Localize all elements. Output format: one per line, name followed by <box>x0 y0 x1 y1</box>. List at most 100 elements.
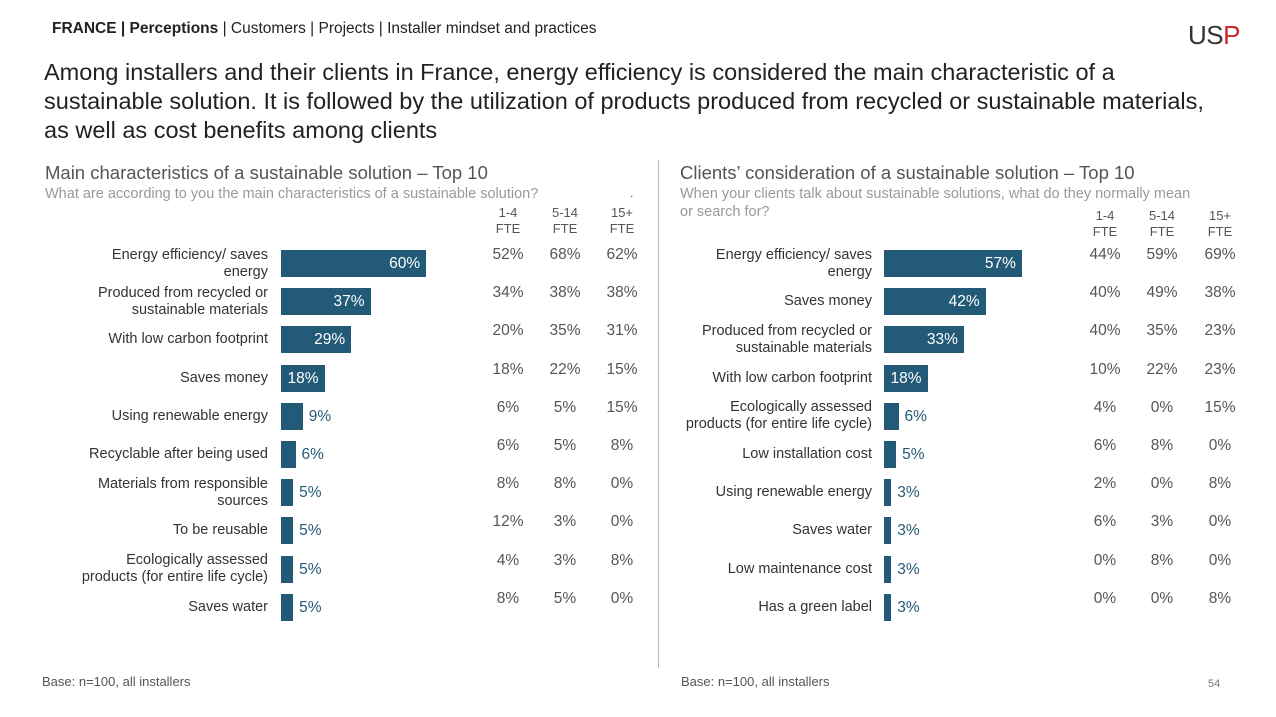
base-note: Base: n=100, all installers <box>681 674 830 689</box>
breakdown-value: 0% <box>1093 551 1117 569</box>
breakdown-value: 35% <box>549 322 581 340</box>
breakdown-value: 10% <box>1089 360 1121 378</box>
page-headline: Among installers and their clients in Fr… <box>44 59 1204 143</box>
breakdown-value: 8% <box>1208 589 1232 607</box>
bar-value-label: 6% <box>301 446 324 463</box>
breakdown-value: 3% <box>553 551 577 569</box>
bar <box>884 250 1022 277</box>
breakdown-value: 8% <box>1208 475 1232 493</box>
breakdown-value: 0% <box>1150 475 1174 493</box>
category-label: Energy efficiency/ saves energy <box>111 246 268 280</box>
breakdown-value: 8% <box>496 589 520 607</box>
breakdown-value: 0% <box>610 513 634 531</box>
breakdown-value: 8% <box>610 551 634 569</box>
chart-panel-installers: Main characteristics of a sustainable so… <box>45 162 605 203</box>
chart-subtitle: What are according to you the main chara… <box>45 186 539 202</box>
category-label: Low maintenance cost <box>727 560 872 577</box>
breakdown-value: 38% <box>606 284 638 302</box>
bar <box>281 555 294 583</box>
breakdown-value: 49% <box>1146 284 1178 302</box>
bar-value-label: 5% <box>299 522 322 540</box>
breakdown-value: 6% <box>1093 513 1117 531</box>
column-header: 1-4 FTE <box>483 205 533 237</box>
bar-value-label: 3% <box>897 560 920 578</box>
breakdown-value: 5% <box>553 398 577 416</box>
bar-value-label: 3% <box>897 484 920 502</box>
category-label: Saves money <box>784 293 872 310</box>
column-header: 15+ FTE <box>1195 208 1245 240</box>
bar <box>281 364 325 392</box>
breakdown-value: 38% <box>1204 284 1236 302</box>
category-label: Produced from recycled or sustainable ma… <box>97 284 268 318</box>
chart-title: Main characteristics of a sustainable so… <box>45 162 488 183</box>
breadcrumb-country[interactable]: FRANCE <box>52 20 117 37</box>
breakdown-value: 15% <box>606 398 638 416</box>
bar-value-label: 18% <box>890 369 922 387</box>
breakdown-value: 0% <box>1208 551 1232 569</box>
breakdown-value: 38% <box>549 284 581 302</box>
breadcrumb: FRANCE | Perceptions | Customers | Proje… <box>52 20 596 38</box>
breakdown-value: 3% <box>1150 513 1174 531</box>
breakdown-value: 8% <box>1150 551 1174 569</box>
bar <box>884 288 986 316</box>
bar <box>281 517 294 545</box>
breakdown-value: 3% <box>553 513 577 531</box>
breadcrumb-rest[interactable]: | Customers | Projects | Installer minds… <box>218 20 597 37</box>
category-label: With low carbon footprint <box>108 331 268 348</box>
column-header: 5-14 FTE <box>540 205 590 237</box>
breakdown-value: 15% <box>606 360 638 378</box>
bar-value-label: 33% <box>926 331 958 349</box>
bar <box>884 517 892 545</box>
category-label: Using renewable energy <box>111 407 268 424</box>
bar <box>884 441 897 468</box>
breakdown-value: 34% <box>492 284 524 302</box>
breakdown-value: 0% <box>610 475 634 493</box>
breakdown-value: 20% <box>492 322 524 340</box>
logo-text-accent: P <box>1223 20 1240 50</box>
breakdown-value: 0% <box>1208 513 1232 531</box>
breakdown-value: 22% <box>549 360 581 378</box>
logo-text: US <box>1188 20 1224 50</box>
breakdown-value: 59% <box>1146 246 1178 263</box>
column-header: 15+ FTE <box>597 205 647 237</box>
breadcrumb-current[interactable]: Perceptions <box>129 20 219 37</box>
breadcrumb-separator: | <box>116 20 130 37</box>
bar <box>281 288 371 316</box>
breakdown-value: 62% <box>606 246 638 263</box>
breakdown-value: 52% <box>492 246 524 263</box>
column-header-size: 1-4 <box>498 205 518 220</box>
breakdown-value: 23% <box>1204 360 1236 378</box>
bar <box>884 555 892 583</box>
breakdown-value: 44% <box>1089 246 1121 263</box>
bar-value-label: 60% <box>389 255 421 272</box>
category-label: Ecologically assessed products (for enti… <box>685 399 872 433</box>
breakdown-value: 6% <box>496 437 520 454</box>
base-note: Base: n=100, all installers <box>42 674 191 689</box>
bar <box>281 326 352 354</box>
category-label: Low installation cost <box>742 446 872 462</box>
breakdown-value: 5% <box>553 589 577 607</box>
column-header-size: 15+ <box>610 205 634 220</box>
bar <box>884 364 928 392</box>
bar-value-label: 57% <box>984 255 1016 272</box>
stray-mark: . <box>630 186 634 200</box>
column-header-size: 15+ <box>1208 208 1232 223</box>
usp-logo: USP <box>1188 20 1240 51</box>
category-label: With low carbon footprint <box>712 369 872 386</box>
breakdown-value: 0% <box>1208 437 1232 454</box>
breakdown-value: 68% <box>549 246 581 263</box>
bar <box>884 593 892 621</box>
column-header-unit: FTE <box>1149 224 1175 239</box>
breakdown-value: 0% <box>610 589 634 607</box>
column-header-unit: FTE <box>495 221 521 236</box>
chart-panel-clients: Clients’ consideration of a sustainable … <box>680 162 1205 221</box>
category-label: Produced from recycled or sustainable ma… <box>701 322 872 356</box>
column-header-unit: FTE <box>552 221 578 236</box>
bar-value-label: 6% <box>904 407 927 425</box>
bar <box>884 479 892 507</box>
breakdown-value: 4% <box>1093 398 1117 416</box>
breakdown-value: 40% <box>1089 322 1121 340</box>
column-header-size: 5-14 <box>551 205 579 220</box>
breakdown-value: 8% <box>610 437 634 454</box>
chart-subtitle: When your clients talk about sustainable… <box>680 186 1191 220</box>
